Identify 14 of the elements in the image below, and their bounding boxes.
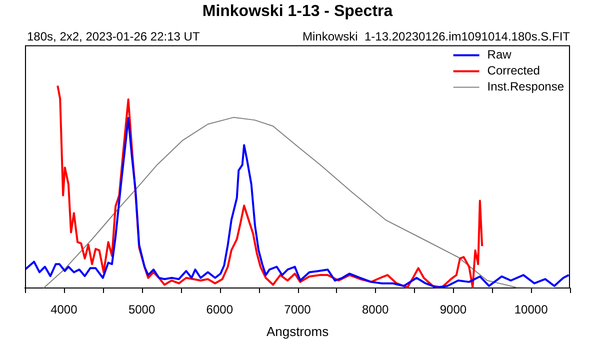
legend-label: Raw [487,48,512,62]
legend-label: Inst.Response [487,80,564,94]
x-tick-label: 8000 [362,302,390,317]
x-tick-label: 9000 [440,302,467,317]
chart-subtitle: 180s, 2x2, 2023-01-26 22:13 UT [27,30,200,44]
chart-title: Minkowski 1-13 - Spectra [202,3,393,20]
x-tick-label: 7000 [284,302,312,317]
legend-label: Corrected [487,64,540,78]
x-axis-title: Angstroms [266,324,330,339]
text: Minkowski 1-13.20230126.im1091014.180s.S.FIT [302,30,571,44]
x-tick-label: 5000 [128,302,156,317]
x-tick-label: 4000 [50,302,78,317]
x-tick-label: 10000 [514,302,548,317]
x-tick-label: 6000 [206,302,234,317]
